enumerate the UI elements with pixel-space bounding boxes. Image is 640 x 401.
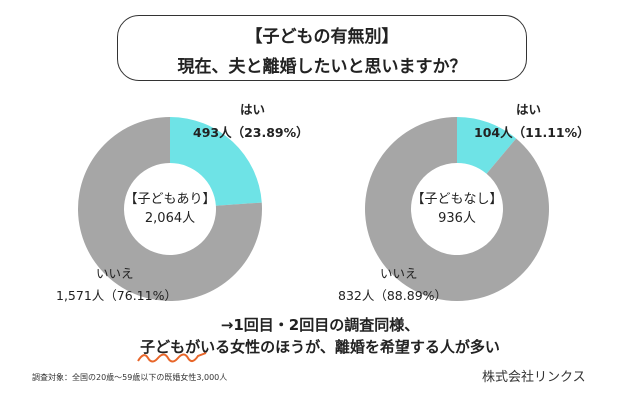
chart2-slice-no	[364, 117, 549, 301]
chart1-center-label: 【子どもあり】	[124, 192, 216, 207]
title-line-2: 現在、夫と離婚したいと思いますか？	[177, 57, 467, 77]
company-name: 株式会社リンクス	[482, 370, 586, 385]
chart2-center: 【子どもなし】 936人	[397, 190, 517, 228]
chart2-no-name: いいえ	[380, 266, 418, 281]
chart2-yes-name: はい	[516, 102, 542, 117]
conclusion-line-2: 子どもがいる女性のほうが、離婚を希望する人が多い	[140, 338, 500, 356]
conclusion-line-1: →1回目・2回目の調査同様、	[220, 316, 420, 334]
chart2-center-label: 【子どもなし】	[411, 192, 503, 207]
chart1-slice-no	[78, 117, 262, 301]
chart1-no-label: 1,571人（76.11%）	[56, 288, 177, 303]
chart1-yes-name: はい	[240, 102, 266, 117]
chart1-slice-yes	[170, 117, 262, 206]
chart1-no-name: いいえ	[96, 266, 134, 281]
title-line-1: 【子どもの有無別】	[245, 27, 399, 47]
survey-note: 調査対象：全国の20歳〜59歳以下の既婚女性3,000人	[32, 373, 228, 382]
chart1-center: 【子どもあり】 2,064人	[110, 190, 230, 228]
title-box: 【子どもの有無別】 現在、夫と離婚したいと思いますか？	[117, 15, 527, 81]
chart1-yes-label: 493人（23.89%）	[193, 125, 309, 140]
chart2-yes-label: 104人（11.11%）	[474, 125, 590, 140]
chart2-slice-yes	[457, 117, 517, 174]
chart2-center-total: 936人	[438, 211, 476, 226]
chart2-no-label: 832人（88.89%）	[338, 288, 448, 303]
wavy-underline	[137, 352, 207, 363]
chart1-center-total: 2,064人	[144, 211, 196, 226]
